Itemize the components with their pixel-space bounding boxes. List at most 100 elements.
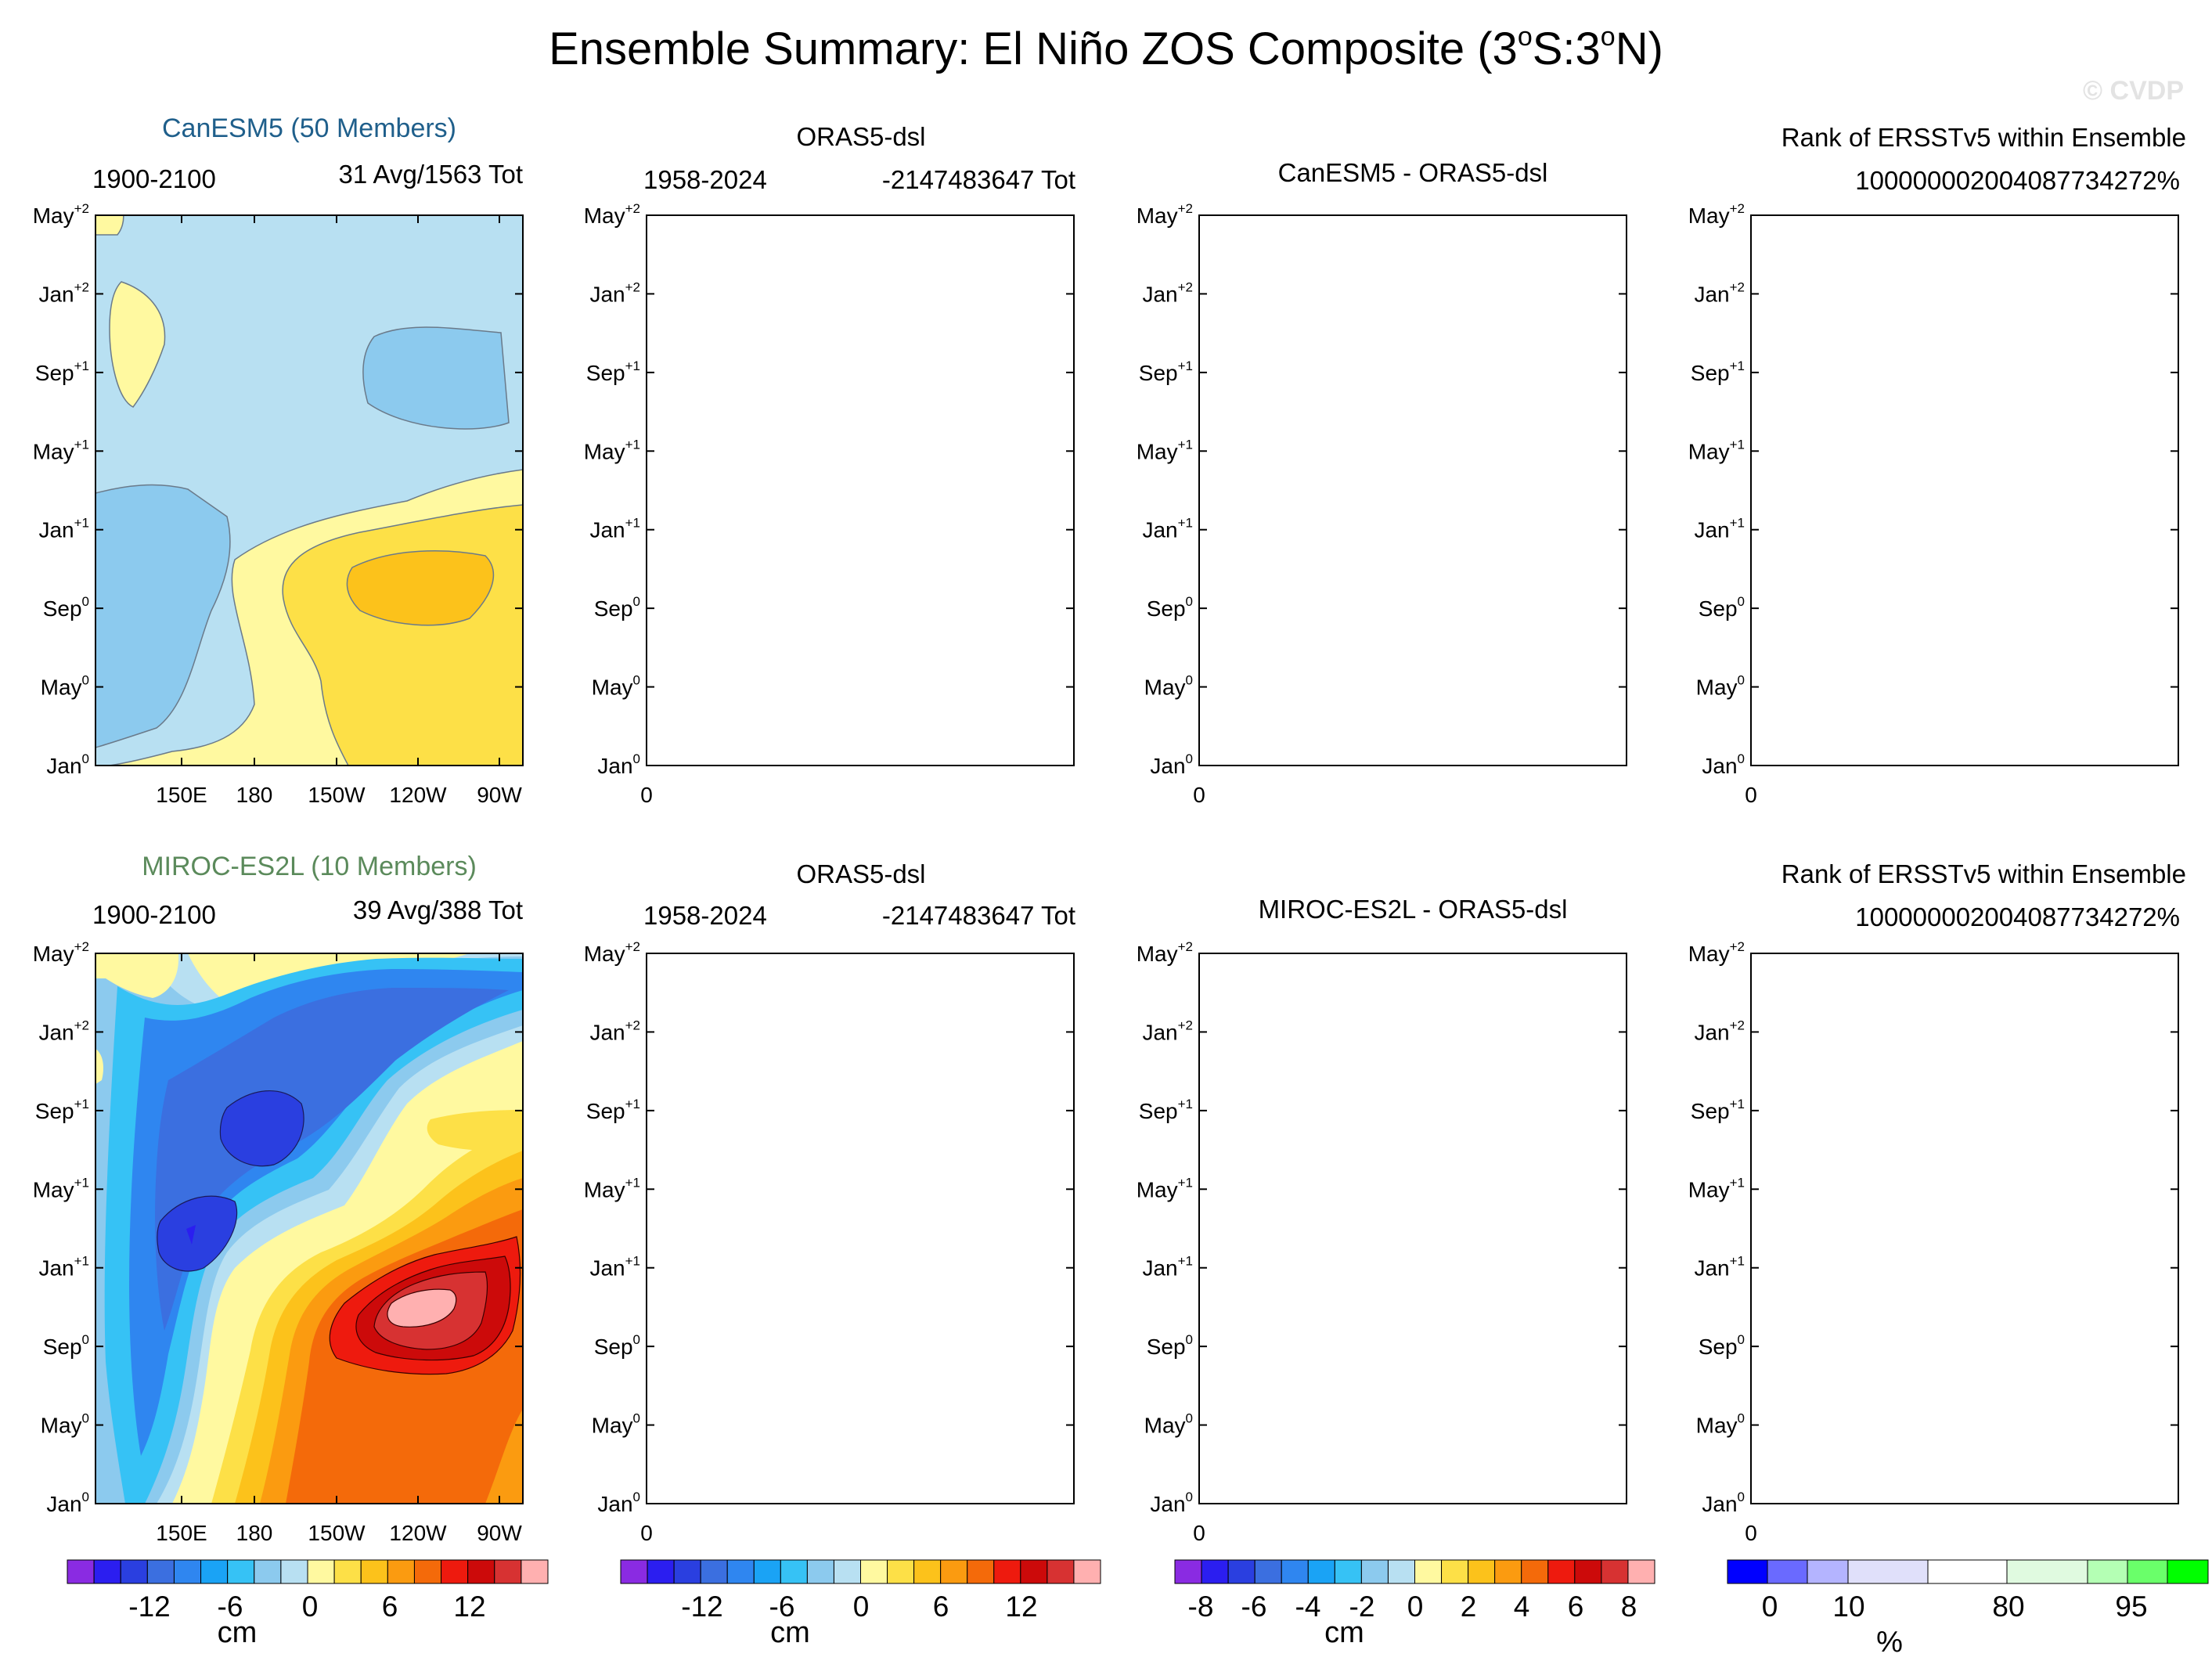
y-tick-label: Jan+2 [1142, 1018, 1193, 1044]
x-axis-miroc-es2l: 150E 180 150W 120W 90W [156, 953, 522, 1545]
colorbar-label: -6 [218, 1591, 243, 1623]
colorbar-swatch [1201, 1559, 1229, 1584]
x-tick-label-empty: 0 [1193, 783, 1205, 807]
y-axis-rank-row2: Jan0 May0 Sep0 Jan+1 May+1 Sep+1 Jan+2 May+2 0 [1688, 939, 2178, 1545]
colorbar-label: 0 [1407, 1591, 1424, 1623]
y-tick-label: May+1 [33, 1175, 89, 1201]
y-tick-label: Sep0 [43, 594, 89, 621]
colorbar-swatch [1727, 1559, 1768, 1584]
y-tick-label: Sep+1 [1139, 1097, 1193, 1123]
y-tick-label: Jan+1 [589, 516, 640, 542]
y-axis-oras5-row1: Jan0 May0 Sep0 Jan+1 May+1 Sep+1 Jan+2 May+2 0 [584, 201, 1074, 807]
colorbar-unit: cm [1324, 1616, 1364, 1649]
rank-title-row1: Rank of ERSSTv5 within Ensemble [1781, 123, 2186, 152]
y-tick-label: Jan+2 [589, 1018, 640, 1044]
colorbar-label: 4 [1514, 1591, 1530, 1623]
obs-years-row2: 1958-2024 [643, 901, 767, 930]
colorbar-canesm5-miroc: -12 -6 0 6 12 cm [67, 1559, 549, 1649]
colorbar-swatch [1334, 1559, 1362, 1584]
y-tick-label: Sep0 [43, 1332, 89, 1359]
colorbar-label: 12 [453, 1591, 485, 1623]
colorbar-swatch [806, 1559, 834, 1584]
y-tick-label: Jan0 [1702, 751, 1745, 778]
obs-years-row1: 1958-2024 [643, 165, 767, 194]
colorbar-swatch [1927, 1559, 2008, 1584]
rank-value-row2: 100000002004087734272% [1855, 902, 2180, 931]
y-tick-label: May+2 [33, 201, 89, 228]
colorbar-label: 95 [2115, 1591, 2147, 1623]
plot-frame-diff-row1 [1198, 214, 1627, 766]
y-tick-label: Jan0 [1702, 1490, 1745, 1516]
y-tick-label: Jan0 [46, 751, 89, 778]
colorbar-swatch [780, 1559, 808, 1584]
y-tick-label: Jan+2 [1694, 279, 1745, 306]
colorbar-swatch [700, 1559, 728, 1584]
y-tick-label: Jan+2 [1694, 1018, 1745, 1044]
colorbar-swatch [307, 1559, 335, 1584]
colorbar-swatch [673, 1559, 701, 1584]
colorbar-label: -6 [769, 1591, 795, 1623]
model-stats-row2: 39 Avg/388 Tot [353, 895, 523, 924]
colorbar-swatch [1307, 1559, 1335, 1584]
y-tick-label: May+2 [584, 201, 640, 228]
y-tick-label: May+1 [33, 437, 89, 463]
colorbar-swatch [146, 1559, 175, 1584]
y-tick-label: May0 [1144, 1411, 1193, 1438]
colorbar-swatch [200, 1559, 229, 1584]
y-tick-label: May+2 [33, 939, 89, 966]
x-tick-label-empty: 0 [1745, 1521, 1757, 1545]
diff-title-row1: CanESM5 - ORAS5-dsl [1278, 158, 1548, 187]
colorbar-swatch [753, 1559, 781, 1584]
y-tick-label: Jan0 [1150, 1490, 1193, 1516]
colorbar-swatch [967, 1559, 995, 1584]
colorbar-label: 0 [302, 1591, 319, 1623]
contour-map-miroc-es2l [95, 953, 523, 1504]
colorbar-swatch [1227, 1559, 1256, 1584]
y-tick-label: May+1 [1137, 1175, 1193, 1201]
y-tick-label: Sep0 [1699, 594, 1745, 621]
colorbar-label: 2 [1461, 1591, 1477, 1623]
x-tick-label: 150E [156, 783, 207, 807]
colorbar-swatch [254, 1559, 282, 1584]
colorbar-swatch [726, 1559, 755, 1584]
obs-title-row1: ORAS5-dsl [796, 122, 925, 151]
colorbar-rank: 0 10 80 95% [1727, 1559, 2209, 1659]
colorbar-swatch [2006, 1559, 2088, 1584]
colorbar-swatch [441, 1559, 469, 1584]
colorbar-swatch [887, 1559, 915, 1584]
x-tick-label: 150W [308, 783, 366, 807]
colorbar-swatch [333, 1559, 362, 1584]
y-tick-label: Jan+1 [1142, 1254, 1193, 1281]
x-tick-label-empty: 0 [1745, 783, 1757, 807]
y-tick-label: May+1 [1688, 437, 1745, 463]
colorbar-label: -8 [1188, 1591, 1214, 1623]
x-tick-label: 180 [236, 783, 273, 807]
y-tick-label: Jan+1 [1694, 1254, 1745, 1281]
colorbar-swatch [860, 1559, 888, 1584]
y-tick-label: May0 [1144, 673, 1193, 700]
colorbar-unit: cm [770, 1616, 810, 1649]
obs-title-row2: ORAS5-dsl [796, 859, 925, 888]
watermark: © CVDP [2083, 76, 2184, 106]
colorbar-swatch [1174, 1559, 1202, 1584]
y-tick-label: Jan+2 [38, 279, 89, 306]
colorbar-swatch [2167, 1559, 2209, 1584]
x-tick-label: 90W [477, 1521, 522, 1545]
colorbar-swatch [1387, 1559, 1416, 1584]
x-tick-label: 120W [389, 783, 447, 807]
colorbar-label: -6 [1241, 1591, 1267, 1623]
colorbar-swatch [1468, 1559, 1496, 1584]
colorbar-swatch [227, 1559, 255, 1584]
x-tick-label: 90W [477, 783, 522, 807]
x-tick-label: 180 [236, 1521, 273, 1545]
x-tick-label-empty: 0 [640, 783, 653, 807]
colorbar-swatch [1047, 1559, 1075, 1584]
colorbar-label: 12 [1005, 1591, 1037, 1623]
y-tick-label: May0 [592, 673, 640, 700]
plot-frame-miroc-es2l [95, 953, 524, 1504]
y-tick-label: May+1 [584, 437, 640, 463]
y-tick-label: Jan+1 [1142, 516, 1193, 542]
x-tick-label-empty: 0 [1193, 1521, 1205, 1545]
y-tick-label: Sep+1 [586, 358, 640, 385]
